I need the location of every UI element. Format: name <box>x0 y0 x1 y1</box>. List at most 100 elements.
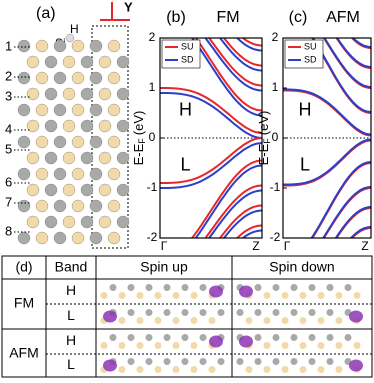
atom <box>98 183 112 197</box>
atom <box>308 284 316 291</box>
band <box>351 38 371 48</box>
atom <box>145 309 153 316</box>
atom <box>326 284 334 291</box>
atom <box>163 309 171 316</box>
y-tick-label: -2 <box>147 230 158 244</box>
band <box>323 38 371 88</box>
atom <box>172 292 180 299</box>
atom <box>80 87 94 101</box>
atom <box>89 231 103 245</box>
legend-label: SU <box>304 41 317 51</box>
atom <box>26 55 40 69</box>
band <box>190 159 262 238</box>
atom <box>71 71 85 85</box>
band <box>160 142 262 189</box>
atom <box>190 292 198 299</box>
atom <box>163 334 171 341</box>
atom <box>136 317 144 324</box>
legend-label: SD <box>304 54 317 64</box>
atom <box>290 358 298 365</box>
orbital <box>103 310 117 323</box>
atom <box>17 199 31 213</box>
atom <box>290 334 298 341</box>
atom <box>281 342 289 349</box>
atom <box>254 309 262 316</box>
orbital <box>349 310 363 323</box>
atom <box>344 334 352 341</box>
atom <box>100 292 108 299</box>
band <box>218 204 262 238</box>
band <box>311 38 371 113</box>
atom <box>254 358 262 365</box>
atom <box>172 366 180 373</box>
band <box>160 87 262 134</box>
atom <box>290 284 298 291</box>
atom <box>89 135 103 149</box>
atom <box>254 334 262 341</box>
x-tick-label: Γ <box>161 239 168 253</box>
atom <box>44 215 58 229</box>
table-frame <box>1 255 373 378</box>
atom <box>118 292 126 299</box>
atom <box>181 284 189 291</box>
atom <box>190 342 198 349</box>
atom <box>335 366 343 373</box>
row-label: 7 <box>5 194 12 209</box>
atom <box>208 317 216 324</box>
atom <box>116 215 130 229</box>
table-header: Spin up <box>140 259 188 275</box>
atom <box>136 366 144 373</box>
row-label: 4 <box>5 121 12 136</box>
plot-frame <box>282 37 372 239</box>
atom <box>53 167 67 181</box>
band <box>241 229 262 238</box>
legend-box <box>284 39 324 69</box>
y-axis-label: E-EF (eV) <box>131 111 147 166</box>
atom <box>17 135 31 149</box>
band <box>310 161 371 238</box>
atom <box>245 317 253 324</box>
atom <box>89 103 103 117</box>
atom-label: H <box>70 22 79 36</box>
atom <box>53 231 67 245</box>
atom <box>26 87 40 101</box>
y-label-unit: (eV) <box>131 111 146 136</box>
atom <box>299 317 307 324</box>
atom <box>254 284 262 291</box>
y-tick-label: 2 <box>272 30 279 44</box>
atom <box>281 317 289 324</box>
band <box>160 137 262 184</box>
atom <box>116 55 130 69</box>
row-label: 5 <box>5 141 12 156</box>
atom <box>154 366 162 373</box>
atom <box>326 358 334 365</box>
band <box>241 38 262 47</box>
atom <box>62 55 76 69</box>
band <box>335 207 371 238</box>
row-label: 6 <box>5 174 12 189</box>
atom <box>62 215 76 229</box>
band <box>222 38 262 67</box>
panel-label: (c) <box>289 9 308 26</box>
atom <box>80 151 94 165</box>
atom <box>217 309 225 316</box>
table-header: Band <box>55 259 88 275</box>
y-tick-label: -2 <box>270 230 281 244</box>
atom <box>263 366 271 373</box>
atom <box>163 284 171 291</box>
atom <box>44 183 58 197</box>
atom <box>107 71 121 85</box>
unit-cell <box>91 25 129 249</box>
group-label: FM <box>14 295 34 311</box>
y-label-unit: (eV) <box>256 111 271 136</box>
atom <box>35 167 49 181</box>
atom <box>199 358 207 365</box>
atom <box>62 183 76 197</box>
band-name: L <box>67 356 75 372</box>
atom <box>118 342 126 349</box>
atom <box>107 231 121 245</box>
atom <box>199 284 207 291</box>
atom <box>145 284 153 291</box>
atom <box>53 71 67 85</box>
